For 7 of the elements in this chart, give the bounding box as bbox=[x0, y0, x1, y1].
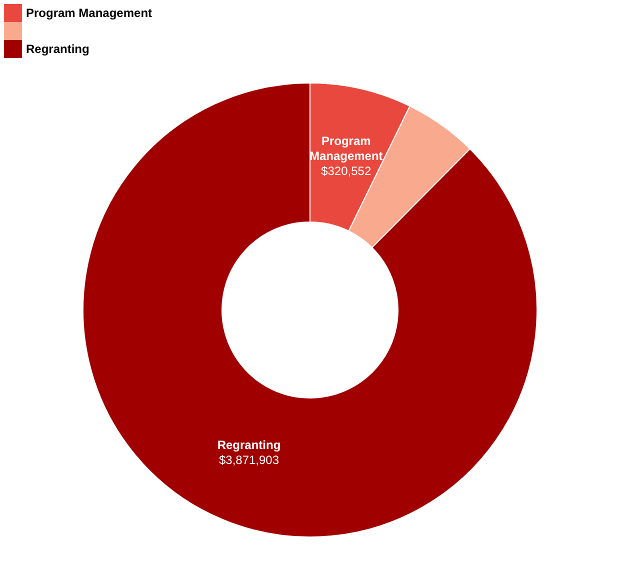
data-label: $320,552 bbox=[321, 164, 372, 178]
data-label: $3,871,903 bbox=[218, 452, 280, 467]
donut-slice bbox=[82, 82, 538, 538]
legend-label: Program Management bbox=[26, 6, 152, 20]
legend-label: Regranting bbox=[26, 42, 90, 56]
slice-label: Program Management bbox=[309, 134, 383, 164]
slice-label: Regranting bbox=[217, 438, 281, 452]
